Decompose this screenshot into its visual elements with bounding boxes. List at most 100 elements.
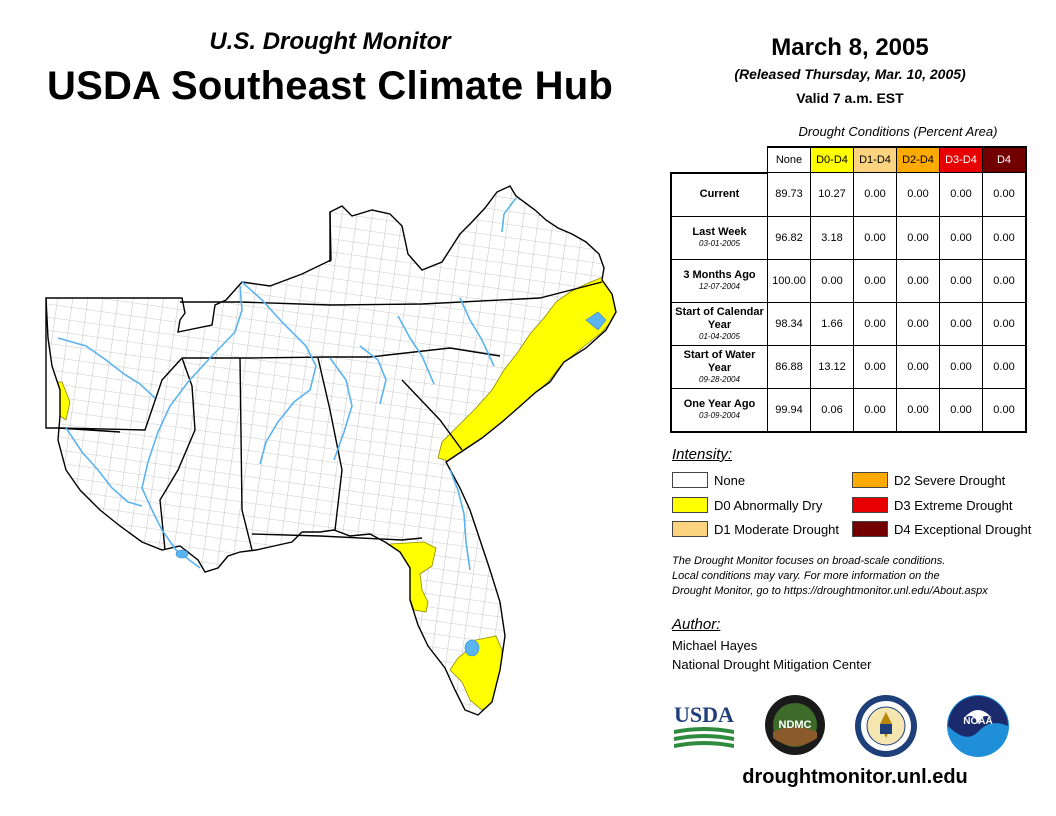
lake-pontchartrain — [175, 549, 189, 559]
table-row: Last Week 03-01-2005 96.82 3.18 0.00 0.00 0.00… — [670, 215, 1027, 260]
legend-swatch — [672, 497, 708, 513]
column-header: D1-D4 — [853, 146, 897, 173]
table-cell: 86.88 — [767, 344, 811, 389]
legend-label: D2 Severe Drought — [894, 472, 1006, 488]
table-cell: 0.00 — [810, 258, 854, 303]
legend-swatch — [852, 521, 888, 537]
table-cell: 0.00 — [939, 215, 983, 260]
table-cell: 100.00 — [767, 258, 811, 303]
row-label-text: 3 Months Ago — [683, 269, 756, 281]
table-cell: 0.00 — [982, 387, 1027, 433]
note-line[interactable]: Drought Monitor, go to https://droughtmo… — [672, 585, 988, 597]
row-label-text: Start of Water Year — [683, 348, 756, 374]
table-cell: 0.00 — [939, 172, 983, 217]
table-row: One Year Ago 03-09-2004 99.94 0.06 0.00 0.00 0… — [670, 387, 1027, 433]
lakes — [175, 311, 607, 657]
column-header: D4 — [982, 146, 1027, 173]
table-cell: 0.06 — [810, 387, 854, 433]
table-cell: 98.34 — [767, 301, 811, 346]
drought-map — [45, 185, 617, 716]
legend-label: D3 Extreme Drought — [894, 497, 1013, 513]
legend-item-d2: D2 Severe Drought — [852, 472, 1005, 488]
pamlico-sound — [585, 311, 607, 331]
table-row: 3 Months Ago 12-07-2004 100.00 0.00 0.00 0.00… — [670, 258, 1027, 303]
row-date: 12-07-2004 — [699, 282, 740, 291]
table-caption: Drought Conditions (Percent Area) — [798, 124, 998, 139]
map-date: March 8, 2005 — [771, 34, 929, 61]
legend-label: D1 Moderate Drought — [714, 521, 840, 537]
legend-item-none: None — [672, 472, 745, 488]
noaa-logo: NOAA — [946, 694, 1010, 758]
table-corner — [671, 147, 768, 173]
author-org: National Drought Mitigation Center — [672, 657, 872, 672]
legend-item-d0: D0 Abnormally Dry — [672, 497, 822, 513]
table-cell: 0.00 — [939, 301, 983, 346]
table-cell: 0.00 — [853, 301, 897, 346]
row-label: Current — [670, 171, 768, 217]
legend-swatch — [852, 472, 888, 488]
table-cell: 0.00 — [939, 258, 983, 303]
table-row: Start of Water Year 09-28-2004 86.88 13.12 0… — [670, 344, 1027, 389]
table-cell: 0.00 — [896, 387, 940, 433]
row-label-text: One Year Ago — [683, 398, 756, 410]
rivers — [57, 197, 517, 571]
table-cell: 0.00 — [982, 172, 1027, 217]
table-cell: 1.66 — [810, 301, 854, 346]
table-cell: 99.94 — [767, 387, 811, 433]
row-label-text: Start of Calendar Year — [675, 305, 764, 331]
legend-item-d1: D1 Moderate Drought — [672, 521, 839, 537]
legend-swatch — [672, 472, 708, 488]
website-link[interactable]: droughtmonitor.unl.edu — [742, 766, 968, 788]
monitor-note: The Drought Monitor focuses on broad-sca… — [672, 554, 1042, 599]
table-row: Current 89.73 10.27 0.00 0.00 0.00 0.00 — [670, 171, 1027, 217]
usda-logo-text: USDA — [674, 702, 734, 727]
release-date: (Released Thursday, Mar. 10, 2005) — [734, 66, 966, 82]
table-cell: 0.00 — [939, 344, 983, 389]
lake-okeechobee — [464, 639, 480, 657]
author-name: Michael Hayes — [672, 638, 758, 653]
table-cell: 0.00 — [982, 344, 1027, 389]
legend-title: Intensity: — [672, 446, 733, 463]
county-lines — [46, 186, 616, 715]
table-cell: 0.00 — [939, 387, 983, 433]
noaa-logo-text: NOAA — [963, 716, 992, 727]
row-date: 01-04-2005 — [699, 331, 740, 341]
row-label-text: Current — [699, 188, 740, 200]
row-date: 03-01-2005 — [699, 239, 740, 248]
ndmc-logo-text: NDMC — [779, 719, 812, 731]
commerce-seal-logo — [854, 694, 918, 758]
column-header: D2-D4 — [896, 146, 940, 173]
table-cell: 0.00 — [853, 387, 897, 433]
row-label: Start of Water Year 09-28-2004 — [670, 344, 768, 389]
table-cell: 0.00 — [896, 172, 940, 217]
row-label: Last Week 03-01-2005 — [670, 215, 768, 260]
table-cell: 3.18 — [810, 215, 854, 260]
row-label: One Year Ago 03-09-2004 — [670, 387, 768, 433]
row-date: 09-28-2004 — [699, 374, 740, 384]
ndmc-logo: NDMC — [764, 694, 826, 756]
legend-label: None — [714, 472, 746, 488]
table-cell: 0.00 — [896, 258, 940, 303]
table-cell: 10.27 — [810, 172, 854, 217]
map-subtitle: U.S. Drought Monitor — [209, 28, 451, 55]
table-cell: 0.00 — [982, 301, 1027, 346]
row-date: 03-09-2004 — [699, 411, 740, 420]
note-line: The Drought Monitor focuses on broad-sca… — [672, 555, 946, 567]
table-cell: 0.00 — [853, 172, 897, 217]
table-cell: 96.82 — [767, 215, 811, 260]
drought-conditions-table: None D0-D4 D1-D4 D2-D4 D3-D4 D4 Current 89.73 10… — [670, 146, 1027, 433]
column-header: D3-D4 — [939, 146, 983, 173]
column-header: None — [767, 146, 811, 173]
row-label: Start of Calendar Year 01-04-2005 — [670, 301, 768, 346]
legend-item-d3: D3 Extreme Drought — [852, 497, 1013, 513]
author-title: Author: — [672, 616, 721, 633]
legend-item-d4: D4 Exceptional Drought — [852, 521, 1031, 537]
table-cell: 0.00 — [896, 344, 940, 389]
valid-time: Valid 7 a.m. EST — [796, 90, 904, 106]
d0-atlantic-coast — [437, 273, 616, 463]
legend-label: D4 Exceptional Drought — [894, 521, 1032, 537]
table-cell: 0.00 — [853, 215, 897, 260]
table-cell: 13.12 — [810, 344, 854, 389]
table-cell: 0.00 — [896, 301, 940, 346]
state-borders — [45, 185, 617, 716]
